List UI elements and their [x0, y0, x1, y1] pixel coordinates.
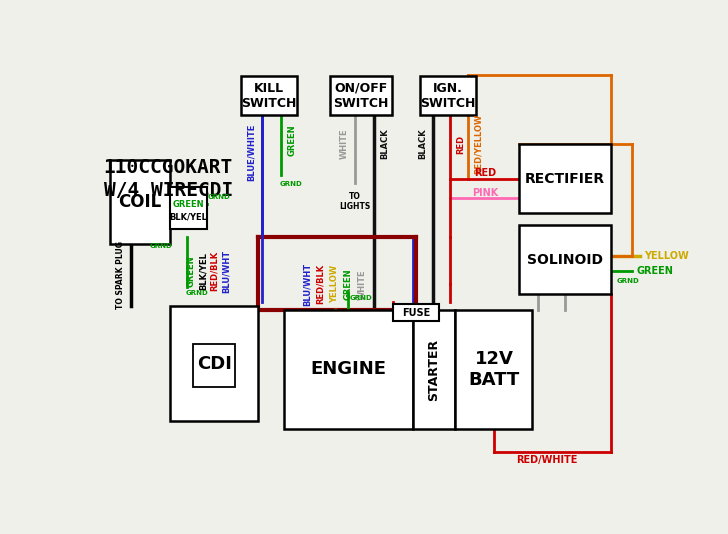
Text: GRND: GRND — [207, 193, 231, 200]
Text: GREEN: GREEN — [288, 124, 297, 156]
Text: 110CCGOKART: 110CCGOKART — [103, 158, 233, 177]
FancyBboxPatch shape — [456, 310, 532, 429]
Text: IGN.
SWITCH: IGN. SWITCH — [420, 82, 475, 109]
FancyBboxPatch shape — [110, 160, 170, 244]
Text: RECTIFIER: RECTIFIER — [525, 172, 605, 186]
Text: GRND: GRND — [280, 181, 303, 187]
Text: BLK/YEL: BLK/YEL — [170, 212, 207, 221]
Text: RED/WHITE: RED/WHITE — [516, 455, 578, 465]
Text: RED/BLK: RED/BLK — [210, 251, 219, 291]
Text: BLU/WHT: BLU/WHT — [302, 263, 312, 306]
Text: CDI: CDI — [197, 355, 232, 373]
FancyBboxPatch shape — [170, 186, 207, 229]
Text: WHITE: WHITE — [339, 129, 348, 160]
Text: KILL
SWITCH: KILL SWITCH — [242, 82, 297, 109]
Text: COIL: COIL — [118, 193, 162, 211]
FancyBboxPatch shape — [518, 225, 611, 294]
Text: SOLINOID: SOLINOID — [527, 253, 603, 266]
Text: ENGINE: ENGINE — [310, 360, 387, 379]
Text: BLACK: BLACK — [418, 129, 427, 160]
Text: TO SPARK PLUG: TO SPARK PLUG — [116, 241, 125, 309]
Text: GREEN: GREEN — [636, 266, 673, 276]
Text: RED/YELLOW: RED/YELLOW — [474, 114, 483, 174]
Text: BLACK: BLACK — [380, 129, 389, 160]
Text: BLK/YEL: BLK/YEL — [199, 252, 207, 290]
FancyBboxPatch shape — [170, 306, 258, 421]
Text: GRND: GRND — [349, 295, 372, 301]
Text: RED: RED — [475, 168, 496, 178]
Text: GREEN: GREEN — [173, 200, 204, 209]
FancyBboxPatch shape — [420, 76, 475, 115]
FancyBboxPatch shape — [284, 310, 414, 429]
Text: RED/BLK: RED/BLK — [316, 264, 325, 304]
Text: BLUE/WHITE: BLUE/WHITE — [247, 123, 256, 180]
Text: TO
LIGHTS: TO LIGHTS — [339, 192, 371, 211]
FancyBboxPatch shape — [518, 144, 611, 214]
Text: YELLOW: YELLOW — [330, 265, 339, 303]
FancyBboxPatch shape — [330, 76, 392, 115]
Text: FUSE: FUSE — [402, 308, 430, 318]
Text: ON/OFF
SWITCH: ON/OFF SWITCH — [333, 82, 389, 109]
Text: YELLOW: YELLOW — [644, 251, 689, 261]
Text: WHITE: WHITE — [358, 269, 367, 300]
FancyBboxPatch shape — [393, 304, 439, 321]
Text: BLU/WHT: BLU/WHT — [221, 250, 231, 293]
Text: 12V
BATT: 12V BATT — [468, 350, 520, 389]
FancyBboxPatch shape — [414, 310, 456, 429]
Text: GREEN: GREEN — [344, 269, 353, 300]
Text: GRND: GRND — [186, 290, 208, 296]
FancyBboxPatch shape — [242, 76, 297, 115]
Text: GRND: GRND — [150, 243, 173, 249]
FancyBboxPatch shape — [193, 344, 235, 387]
Text: GRND: GRND — [617, 278, 639, 284]
Text: GREEN: GREEN — [187, 255, 196, 287]
Text: STARTER: STARTER — [427, 339, 440, 401]
Text: PINK: PINK — [472, 187, 499, 198]
Text: RED: RED — [456, 135, 465, 154]
Text: W/4 WIRECDI: W/4 WIRECDI — [103, 181, 233, 200]
